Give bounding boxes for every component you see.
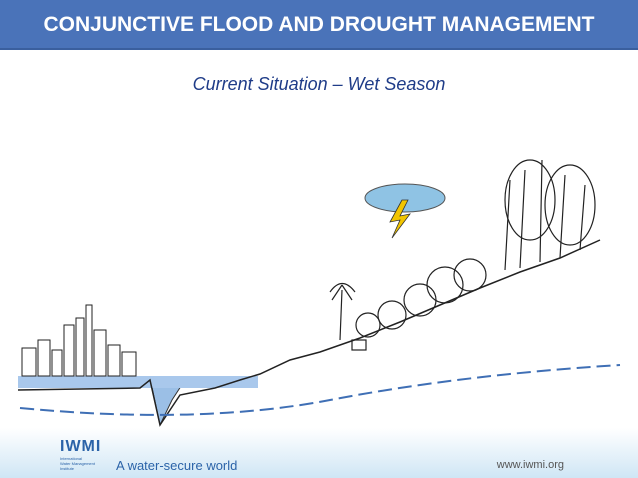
logo-text: International Water Management Institute [60, 456, 95, 471]
storm-cloud [364, 183, 446, 239]
ground-line [17, 239, 601, 427]
logo-line: International [60, 456, 83, 461]
url: www.iwmi.org [496, 459, 564, 471]
footer: IWMI International Water Management Inst… [0, 428, 638, 478]
subtitle: Current Situation – Wet Season [192, 74, 446, 94]
tagline: A water-secure world [116, 458, 238, 473]
logo: IWMI [60, 438, 102, 455]
water [18, 376, 258, 388]
trees [329, 159, 596, 351]
water-table [19, 364, 621, 416]
illustration [17, 159, 621, 427]
logo-line: Water Management [60, 461, 95, 466]
logo-line: Institute [60, 466, 75, 471]
header-title: CONJUNCTIVE FLOOD AND DROUGHT MANAGEMENT [0, 0, 638, 50]
city [21, 304, 137, 377]
